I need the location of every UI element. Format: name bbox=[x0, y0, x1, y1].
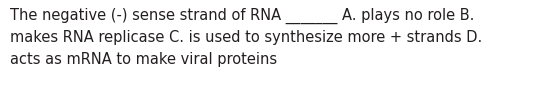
Text: The negative (-) sense strand of RNA _______ A. plays no role B.
makes RNA repli: The negative (-) sense strand of RNA ___… bbox=[10, 7, 482, 67]
